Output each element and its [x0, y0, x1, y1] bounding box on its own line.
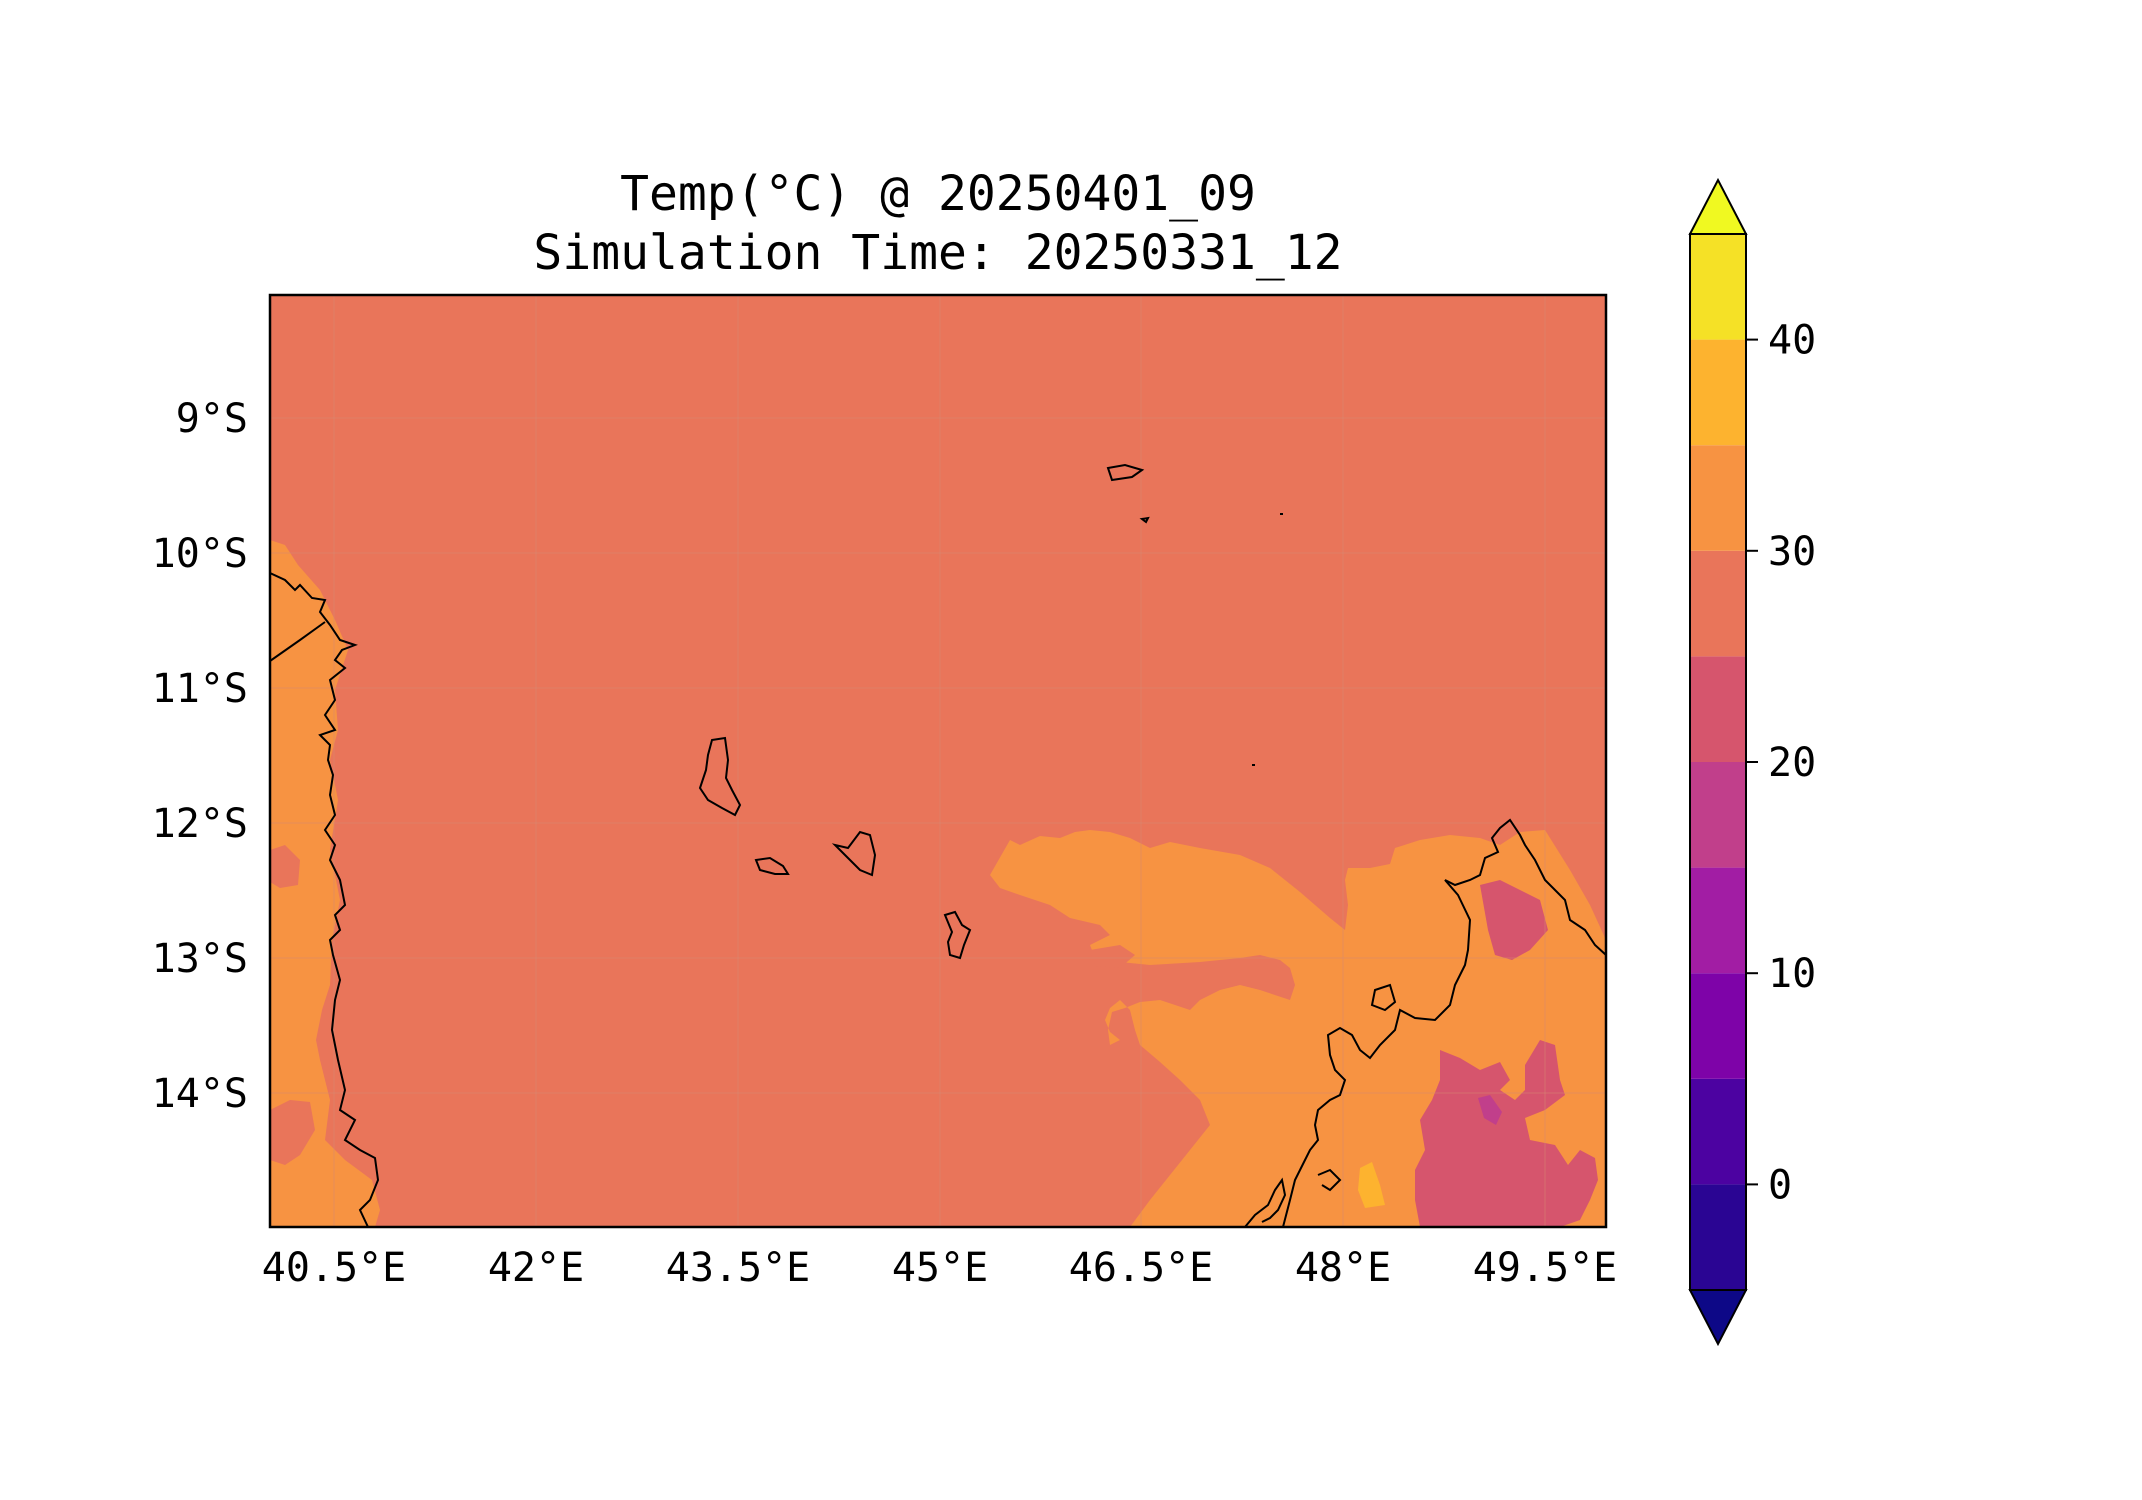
coastline-madagascar-inlet — [1317, 1168, 1342, 1192]
contour-region-west-coast-lobe — [270, 1100, 315, 1165]
contour-region-east-peninsula-cool — [1480, 880, 1548, 960]
colorbar-band — [1690, 973, 1746, 1079]
map-frame — [268, 293, 1608, 1229]
island-grande-comore — [698, 736, 742, 817]
contour-region-southeast-cooler — [1478, 1095, 1502, 1125]
colorbar-extend-max — [1688, 177, 1748, 235]
colorbar-extend-min — [1688, 1289, 1748, 1347]
islet-1 — [1139, 516, 1150, 524]
y-tick-label: 11°S — [152, 666, 248, 712]
colorbar: 0 10 20 30 40 — [1688, 177, 1816, 1347]
colorbar-band — [1690, 1184, 1746, 1290]
island-moheli — [754, 856, 790, 875]
y-tick-label: 13°S — [152, 936, 248, 982]
colorbar-tick-label: 30 — [1768, 529, 1816, 575]
coastlines — [270, 463, 1606, 1227]
contour-region-east-cool-patch — [1090, 945, 1135, 968]
colorbar-tick-label: 10 — [1768, 951, 1816, 997]
colorbar-ticks — [1746, 338, 1758, 1186]
y-tick-label: 9°S — [176, 396, 248, 442]
islet-nosy-be — [1370, 983, 1397, 1012]
y-tick-label: 10°S — [152, 531, 248, 577]
y-tick-label: 14°S — [152, 1071, 248, 1117]
colorbar-band — [1690, 445, 1746, 551]
island-anjouan — [831, 830, 877, 877]
chart-title-line-1: Temp(°C) @ 20250401_09 — [620, 166, 1256, 222]
x-tick-label: 48°E — [1295, 1245, 1391, 1291]
x-tick-label: 46.5°E — [1069, 1245, 1214, 1291]
x-tick-label: 45°E — [892, 1245, 988, 1291]
contour-region-hot-spot — [1358, 1162, 1385, 1208]
contour-region-west-coast-inner — [270, 845, 300, 888]
colorbar-band — [1690, 234, 1746, 340]
x-tick-label: 42°E — [488, 1245, 584, 1291]
colorbar-band — [1690, 339, 1746, 446]
x-tick-label: 43.5°E — [666, 1245, 811, 1291]
colorbar-tick-labels: 0 10 20 30 40 — [1768, 318, 1816, 1209]
contour-region-southeast-cool — [1415, 1040, 1598, 1227]
colorbar-band — [1690, 656, 1746, 762]
colorbar-band — [1690, 1078, 1746, 1185]
colorbar-band — [1690, 550, 1746, 657]
x-tick-label: 40.5°E — [262, 1245, 407, 1291]
x-tick-label: 49.5°E — [1473, 1245, 1618, 1291]
y-tick-labels: 9°S 10°S 11°S 12°S 13°S 14°S — [152, 396, 248, 1117]
island-mayotte — [943, 910, 972, 960]
coastline-madagascar-bay — [1244, 1177, 1287, 1227]
coastline-africa — [270, 572, 380, 1227]
colorbar-band — [1690, 762, 1746, 868]
island-glorioso — [1106, 463, 1145, 482]
contour-region-west-coast — [270, 540, 380, 1227]
colorbar-tick-label: 20 — [1768, 740, 1816, 786]
chart-title-line-2: Simulation Time: 20250331_12 — [533, 225, 1343, 281]
coastline-inland-border — [270, 621, 326, 662]
map-plot-area — [270, 295, 1606, 1227]
colorbar-band — [1690, 867, 1746, 974]
colorbar-tick-label: 40 — [1768, 318, 1816, 364]
x-tick-labels: 40.5°E 42°E 43.5°E 45°E 46.5°E 48°E 49.5… — [262, 1245, 1618, 1291]
coastline-madagascar — [1282, 818, 1606, 1227]
y-tick-label: 12°S — [152, 801, 248, 847]
colorbar-tick-label: 0 — [1768, 1162, 1792, 1208]
map-gridlines — [270, 295, 1606, 1227]
colorbar-bands — [1690, 234, 1746, 1290]
